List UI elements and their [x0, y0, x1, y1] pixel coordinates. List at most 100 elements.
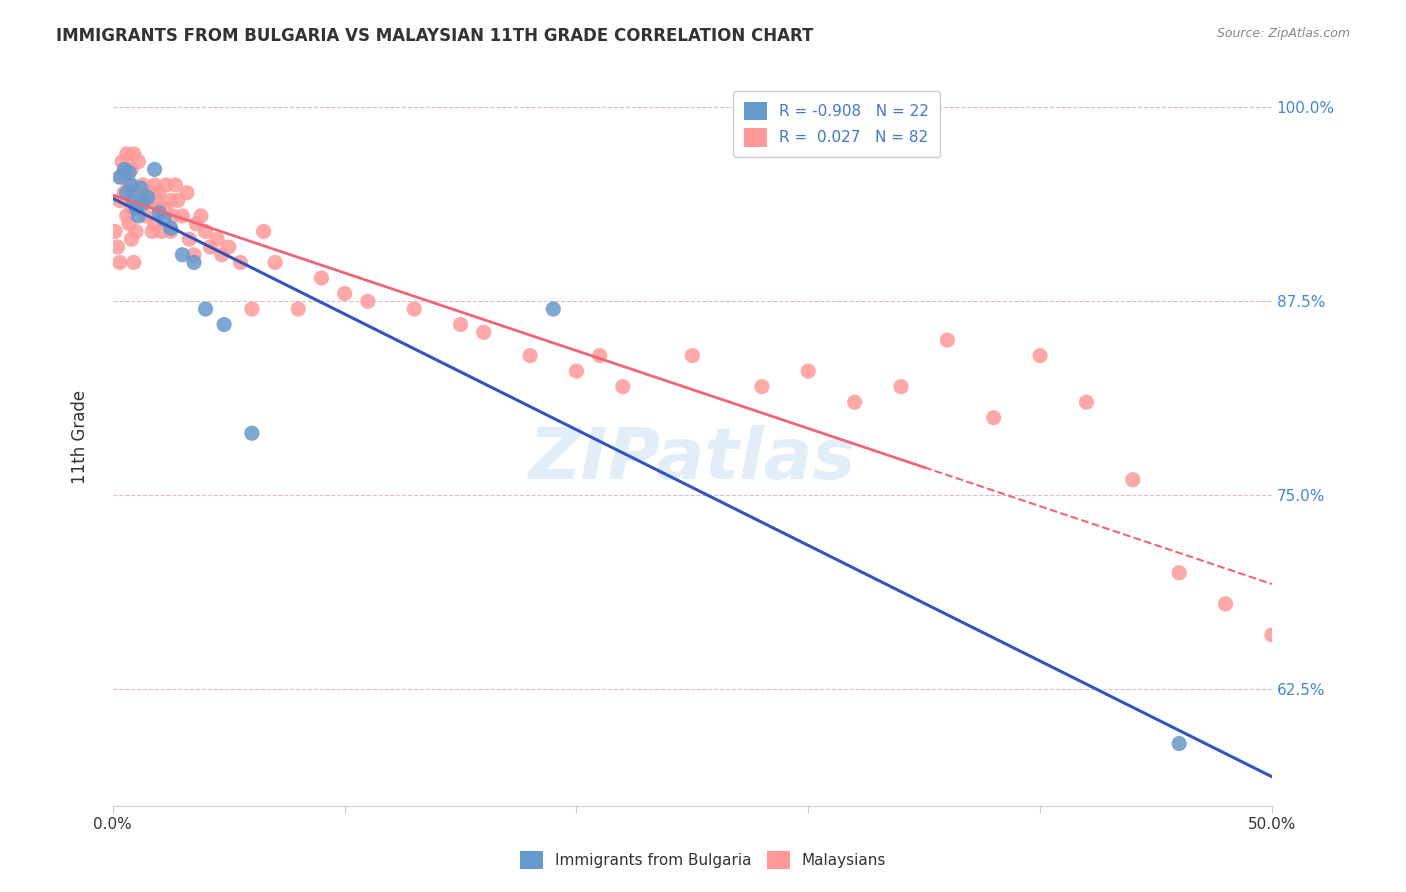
Point [125, 224, 148, 238]
Point [844, 395, 866, 409]
Point [212, 318, 235, 332]
Point [1122, 473, 1144, 487]
Point [118, 217, 141, 231]
Point [114, 186, 136, 200]
Point [519, 349, 541, 363]
Point [139, 186, 162, 200]
Point [143, 217, 166, 231]
Point [136, 190, 159, 204]
Point [108, 255, 131, 269]
Point [153, 212, 176, 227]
Point [120, 232, 142, 246]
Point [681, 349, 703, 363]
Point [1029, 349, 1052, 363]
Point [936, 333, 959, 347]
Point [120, 178, 142, 192]
Text: ZIPatlas: ZIPatlas [529, 425, 856, 493]
Point [229, 255, 252, 269]
Point [125, 201, 148, 215]
Point [115, 146, 138, 161]
Point [129, 181, 152, 195]
Point [183, 248, 205, 262]
Point [450, 318, 472, 332]
Point [150, 224, 173, 238]
Point [240, 301, 263, 316]
Point [797, 364, 820, 378]
Point [1261, 628, 1284, 642]
Point [472, 326, 495, 340]
Point [114, 162, 136, 177]
Point [115, 209, 138, 223]
Point [148, 186, 170, 200]
Point [240, 426, 263, 441]
Point [172, 209, 194, 223]
Y-axis label: 11th Grade: 11th Grade [72, 390, 89, 484]
Point [118, 165, 141, 179]
Point [1400, 721, 1406, 735]
Point [148, 206, 170, 220]
Point [115, 186, 138, 200]
Point [1354, 690, 1376, 704]
Point [118, 178, 141, 192]
Point [132, 196, 155, 211]
Point [120, 162, 142, 177]
Point [129, 194, 152, 208]
Point [141, 224, 163, 238]
Point [159, 221, 181, 235]
Point [179, 232, 201, 246]
Point [205, 232, 228, 246]
Point [404, 301, 426, 316]
Point [218, 240, 240, 254]
Point [983, 410, 1005, 425]
Point [143, 178, 166, 192]
Point [751, 379, 773, 393]
Point [104, 224, 127, 238]
Point [153, 201, 176, 215]
Point [155, 178, 177, 192]
Point [111, 170, 134, 185]
Point [264, 255, 287, 269]
Point [111, 154, 134, 169]
Point [166, 194, 188, 208]
Point [122, 146, 145, 161]
Point [127, 209, 149, 223]
Point [108, 170, 131, 185]
Point [176, 186, 198, 200]
Point [186, 217, 208, 231]
Point [357, 294, 380, 309]
Point [194, 301, 217, 316]
Point [165, 178, 187, 192]
Point [172, 248, 194, 262]
Point [148, 201, 170, 215]
Point [1215, 597, 1237, 611]
Point [114, 162, 136, 177]
Point [108, 194, 131, 208]
Point [287, 301, 309, 316]
Point [1308, 659, 1330, 673]
Point [143, 162, 166, 177]
Legend: R = -0.908   N = 22, R =  0.027   N = 82: R = -0.908 N = 22, R = 0.027 N = 82 [734, 91, 939, 157]
Point [1168, 737, 1191, 751]
Point [194, 224, 217, 238]
Point [183, 255, 205, 269]
Point [333, 286, 356, 301]
Point [565, 364, 588, 378]
Point [211, 248, 233, 262]
Point [159, 224, 181, 238]
Point [252, 224, 274, 238]
Point [890, 379, 912, 393]
Point [125, 186, 148, 200]
Point [162, 209, 184, 223]
Legend: Immigrants from Bulgaria, Malaysians: Immigrants from Bulgaria, Malaysians [513, 845, 893, 875]
Point [159, 194, 181, 208]
Point [311, 271, 333, 285]
Point [122, 194, 145, 208]
Point [588, 349, 610, 363]
Point [127, 154, 149, 169]
Point [122, 255, 145, 269]
Point [136, 194, 159, 208]
Point [146, 194, 169, 208]
Point [134, 209, 156, 223]
Point [120, 201, 142, 215]
Point [107, 240, 129, 254]
